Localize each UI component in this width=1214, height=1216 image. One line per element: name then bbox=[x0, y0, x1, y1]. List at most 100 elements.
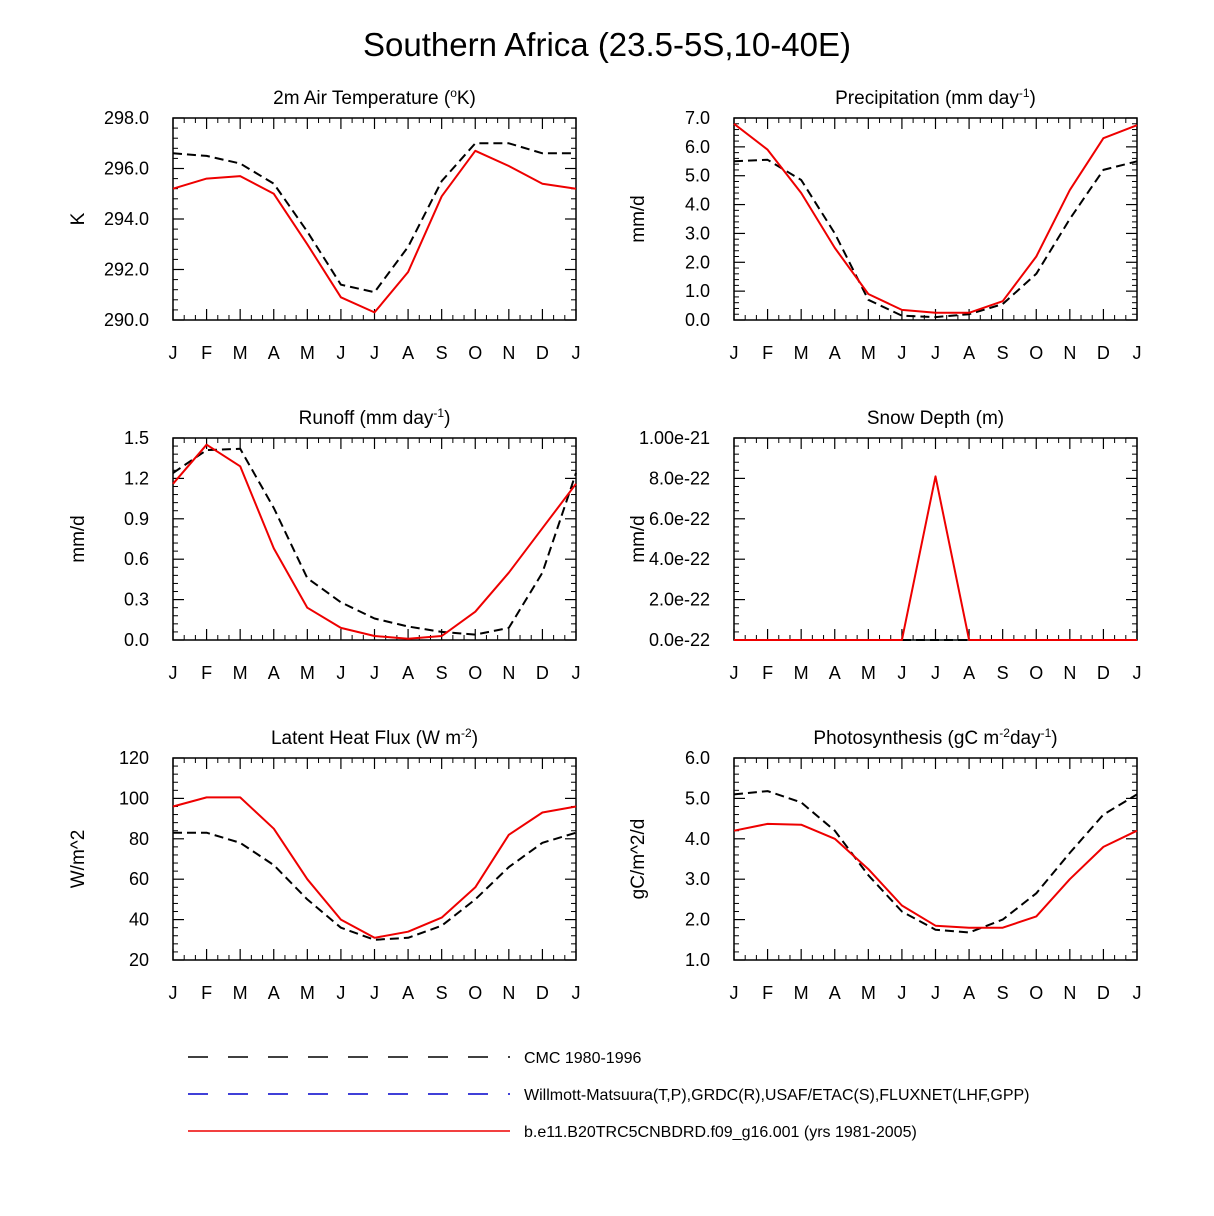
x-tick-label: A bbox=[963, 343, 975, 363]
x-tick-label: J bbox=[1133, 663, 1142, 683]
x-tick-label: A bbox=[829, 343, 841, 363]
y-tick-label: 1.2 bbox=[124, 468, 149, 488]
x-tick-label: J bbox=[897, 983, 906, 1003]
series-line-model bbox=[172, 796, 577, 939]
x-tick-label: J bbox=[572, 343, 581, 363]
series-line-cmc bbox=[173, 831, 577, 941]
y-axis-label: mm/d bbox=[628, 195, 649, 243]
title-text: ) bbox=[1051, 728, 1057, 749]
x-tick-label: A bbox=[402, 663, 414, 683]
title-text: ) bbox=[1030, 88, 1036, 109]
y-tick-label: 4.0e-22 bbox=[649, 549, 710, 569]
x-tick-label: M bbox=[233, 663, 248, 683]
x-tick-label: A bbox=[268, 983, 280, 1003]
series-line-cmc bbox=[172, 142, 576, 294]
x-tick-label: O bbox=[1029, 663, 1043, 683]
y-axis-label: gC/m^2/d bbox=[628, 819, 649, 900]
x-tick-label: N bbox=[1063, 983, 1076, 1003]
x-tick-label: S bbox=[997, 343, 1009, 363]
y-tick-label: 1.0 bbox=[685, 281, 710, 301]
y-tick-label: 3.0 bbox=[685, 223, 710, 243]
x-tick-label: F bbox=[201, 343, 212, 363]
series-line-model bbox=[733, 123, 1138, 314]
title-superscript: -1 bbox=[1041, 726, 1052, 740]
x-tick-label: N bbox=[502, 663, 515, 683]
y-tick-label: 4.0 bbox=[685, 829, 710, 849]
y-tick-label: 292.0 bbox=[104, 260, 149, 280]
y-tick-label: 296.0 bbox=[104, 159, 149, 179]
panel-title: 2m Air Temperature (oK) bbox=[273, 86, 476, 109]
panel-3: J F M A M J J A S O N D J0.00.30.60.91.21.5mm/dRunof… bbox=[68, 406, 581, 683]
title-superscript: o bbox=[450, 86, 457, 100]
x-tick-label: O bbox=[1029, 983, 1043, 1003]
title-text: K) bbox=[457, 88, 476, 109]
x-tick-label: J bbox=[169, 343, 178, 363]
y-axis-label: mm/d bbox=[68, 515, 89, 563]
x-tick-label: J bbox=[169, 663, 178, 683]
x-tick-label: M bbox=[861, 343, 876, 363]
y-tick-label: 0.3 bbox=[124, 590, 149, 610]
x-tick-label: D bbox=[1097, 983, 1110, 1003]
x-tick-label: N bbox=[1063, 663, 1076, 683]
y-tick-label: 6.0e-22 bbox=[649, 509, 710, 529]
x-tick-label: J bbox=[169, 983, 178, 1003]
plot-frame bbox=[733, 117, 1138, 321]
plot-frame bbox=[172, 757, 577, 961]
series-line-model bbox=[734, 475, 1137, 641]
x-tick-label: M bbox=[794, 343, 809, 363]
y-tick-label: 294.0 bbox=[104, 209, 149, 229]
y-tick-label: 3.0 bbox=[685, 869, 710, 889]
x-tick-label: A bbox=[268, 663, 280, 683]
x-tick-label: M bbox=[861, 983, 876, 1003]
title-text: Precipitation (mm day bbox=[835, 88, 1019, 109]
x-tick-label: M bbox=[233, 983, 248, 1003]
title-text: ) bbox=[444, 408, 450, 429]
x-tick-label: A bbox=[402, 343, 414, 363]
x-tick-label: M bbox=[861, 663, 876, 683]
y-tick-label: 4.0 bbox=[685, 195, 710, 215]
x-tick-label: M bbox=[233, 343, 248, 363]
title-text: 2m Air Temperature ( bbox=[273, 88, 451, 109]
title-text: Snow Depth (m) bbox=[867, 408, 1004, 429]
x-tick-label: J bbox=[931, 983, 940, 1003]
title-superscript: -2 bbox=[999, 726, 1010, 740]
y-axis-label: K bbox=[68, 212, 89, 225]
plot-frame bbox=[733, 437, 1138, 641]
y-tick-label: 40 bbox=[129, 910, 149, 930]
x-tick-label: J bbox=[336, 663, 345, 683]
x-tick-label: D bbox=[536, 343, 549, 363]
title-text: day bbox=[1010, 728, 1041, 749]
x-tick-label: J bbox=[1133, 983, 1142, 1003]
x-tick-label: F bbox=[762, 983, 773, 1003]
figure-title: Southern Africa (23.5-5S,10-40E) bbox=[363, 26, 851, 63]
y-tick-label: 7.0 bbox=[685, 108, 710, 128]
x-tick-label: J bbox=[931, 343, 940, 363]
series-line-cmc bbox=[733, 158, 1138, 319]
y-tick-label: 6.0 bbox=[685, 137, 710, 157]
x-tick-label: M bbox=[300, 983, 315, 1003]
panel-4: J F M A M J J A S O N D J0.0e-222.0e-224.0e-226.0e-2… bbox=[628, 408, 1142, 683]
x-tick-label: J bbox=[572, 983, 581, 1003]
x-tick-label: O bbox=[1029, 343, 1043, 363]
x-tick-label: S bbox=[436, 983, 448, 1003]
y-tick-label: 1.00e-21 bbox=[639, 428, 710, 448]
y-tick-label: 100 bbox=[119, 788, 149, 808]
x-tick-label: O bbox=[468, 663, 482, 683]
y-tick-label: 8.0e-22 bbox=[649, 468, 710, 488]
legend-label-willmott: Willmott-Matsuura(T,P),GRDC(R),USAF/ETAC… bbox=[524, 1087, 1030, 1104]
y-tick-label: 0.6 bbox=[124, 549, 149, 569]
x-tick-label: J bbox=[336, 983, 345, 1003]
x-tick-label: J bbox=[931, 663, 940, 683]
y-tick-label: 0.0e-22 bbox=[649, 630, 710, 650]
legend-label-model: b.e11.B20TRC5CNBDRD.f09_g16.001 (yrs 198… bbox=[524, 1124, 917, 1141]
x-tick-label: S bbox=[436, 343, 448, 363]
x-tick-label: J bbox=[370, 343, 379, 363]
x-tick-label: D bbox=[536, 663, 549, 683]
x-tick-label: A bbox=[268, 343, 280, 363]
x-tick-label: N bbox=[502, 983, 515, 1003]
x-tick-label: J bbox=[1133, 343, 1142, 363]
panel-title: Runoff (mm day-1) bbox=[299, 406, 451, 429]
panel-1: J F M A M J J A S O N D J290.0292.0294.0296.0298.0K2… bbox=[68, 86, 581, 363]
panel-title: Snow Depth (m) bbox=[867, 408, 1004, 429]
